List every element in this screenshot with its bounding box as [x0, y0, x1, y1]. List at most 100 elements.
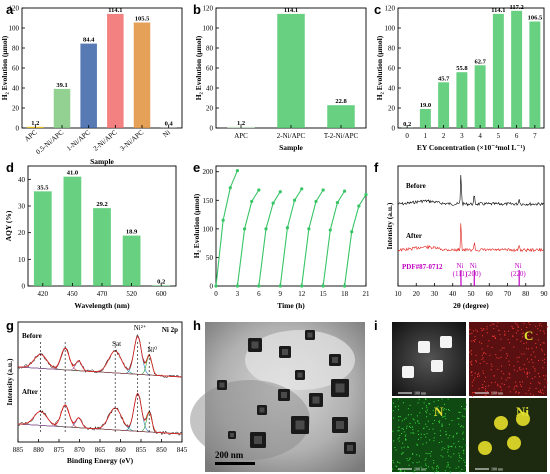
map-pixel [464, 461, 466, 463]
bar-1-Ni/APC [80, 43, 97, 128]
map-pixel [437, 471, 439, 473]
data-point [214, 284, 218, 288]
map-pixel [479, 341, 481, 343]
map-pixel [402, 452, 404, 454]
bar-420 [33, 191, 52, 286]
map-pixel [535, 342, 537, 344]
map-pixel [455, 467, 457, 469]
map-pixel [426, 426, 428, 428]
map-pixel [413, 419, 415, 421]
map-pixel [535, 346, 537, 348]
x-tick-label: 2 [442, 132, 446, 140]
map-pixel [471, 332, 473, 334]
eds-scale-label: 100 nm [491, 391, 504, 396]
map-pixel [405, 438, 407, 440]
map-pixel [543, 375, 545, 377]
map-pixel [516, 357, 518, 359]
nanoparticle-core [219, 382, 225, 388]
bar-value-label: 45.7 [438, 75, 450, 82]
map-pixel [490, 392, 492, 394]
y-tick-label: 30 [18, 203, 26, 211]
map-pixel [488, 385, 490, 387]
map-pixel [484, 381, 486, 383]
map-pixel [410, 432, 412, 434]
map-pixel [398, 440, 400, 442]
nanoparticle-core [295, 420, 305, 430]
x-tick-label: 6 [257, 290, 261, 298]
data-point [321, 284, 325, 288]
map-pixel [508, 386, 510, 388]
y-tick-label: 120 [385, 5, 396, 13]
map-pixel [493, 375, 495, 377]
data-point [235, 168, 240, 173]
map-pixel [496, 325, 498, 327]
data-point [271, 201, 275, 205]
map-pixel [517, 325, 519, 327]
map-pixel [533, 351, 535, 353]
nanoparticle-core [307, 332, 313, 338]
map-pixel [451, 420, 453, 422]
map-pixel [495, 354, 497, 356]
map-pixel [520, 328, 522, 330]
cycle-line-4 [279, 188, 303, 287]
map-pixel [432, 428, 434, 430]
map-pixel [398, 409, 400, 411]
map-pixel [475, 329, 477, 331]
map-pixel [544, 386, 546, 388]
map-pixel [399, 416, 401, 418]
map-pixel [443, 403, 445, 405]
x-tick-label: 4 [478, 132, 482, 140]
map-pixel [417, 402, 419, 404]
y-tick-label: 200 [203, 168, 214, 176]
bar-T-2-Ni/APC [327, 105, 355, 128]
map-pixel [459, 411, 461, 413]
y-tick-label: 80 [206, 45, 214, 53]
map-pixel [540, 389, 542, 391]
map-pixel [534, 368, 536, 370]
map-pixel [500, 365, 502, 367]
map-pixel [504, 334, 506, 336]
annotation-sat: Sat [112, 340, 121, 348]
map-pixel [407, 446, 409, 448]
data-point [264, 227, 268, 231]
map-pixel [405, 434, 407, 436]
map-pixel [517, 330, 519, 332]
x-tick-label: 70 [504, 290, 512, 298]
map-pixel [392, 402, 394, 404]
xps-envelope-after [17, 392, 182, 435]
map-pixel [483, 328, 485, 330]
map-pixel [471, 371, 473, 373]
x-tick-label: 1-Ni/APC [65, 128, 92, 153]
map-pixel [414, 469, 416, 471]
map-pixel [481, 330, 483, 332]
x-tick-label: 9 [279, 290, 283, 298]
x-axis-label: Wavelength (nm) [74, 301, 130, 310]
map-pixel [481, 354, 483, 356]
legend-after: After [406, 232, 422, 240]
map-pixel [405, 439, 407, 441]
nanoparticle-core [312, 396, 320, 404]
x-tick-label: 90 [541, 290, 549, 298]
map-pixel [461, 468, 463, 470]
map-pixel [448, 455, 450, 457]
map-pixel [402, 402, 404, 404]
map-pixel [441, 449, 443, 451]
map-pixel [398, 416, 400, 418]
map-pixel [513, 327, 515, 329]
bar-value-label: 0.4 [165, 121, 174, 128]
map-pixel [432, 410, 434, 412]
map-pixel [515, 332, 517, 334]
map-pixel [420, 437, 422, 439]
y-tick-label: 100 [9, 25, 20, 33]
map-pixel [437, 399, 439, 401]
data-point [250, 199, 254, 204]
map-pixel [528, 322, 530, 324]
map-pixel [523, 353, 525, 355]
map-pixel [513, 365, 515, 367]
map-pixel [404, 439, 406, 441]
map-pixel [417, 420, 419, 422]
map-pixel [407, 414, 409, 416]
map-pixel [427, 420, 429, 422]
map-pixel [444, 447, 446, 449]
